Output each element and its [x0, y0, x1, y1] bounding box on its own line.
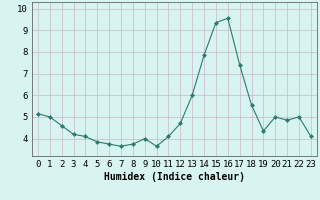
- X-axis label: Humidex (Indice chaleur): Humidex (Indice chaleur): [104, 172, 245, 182]
